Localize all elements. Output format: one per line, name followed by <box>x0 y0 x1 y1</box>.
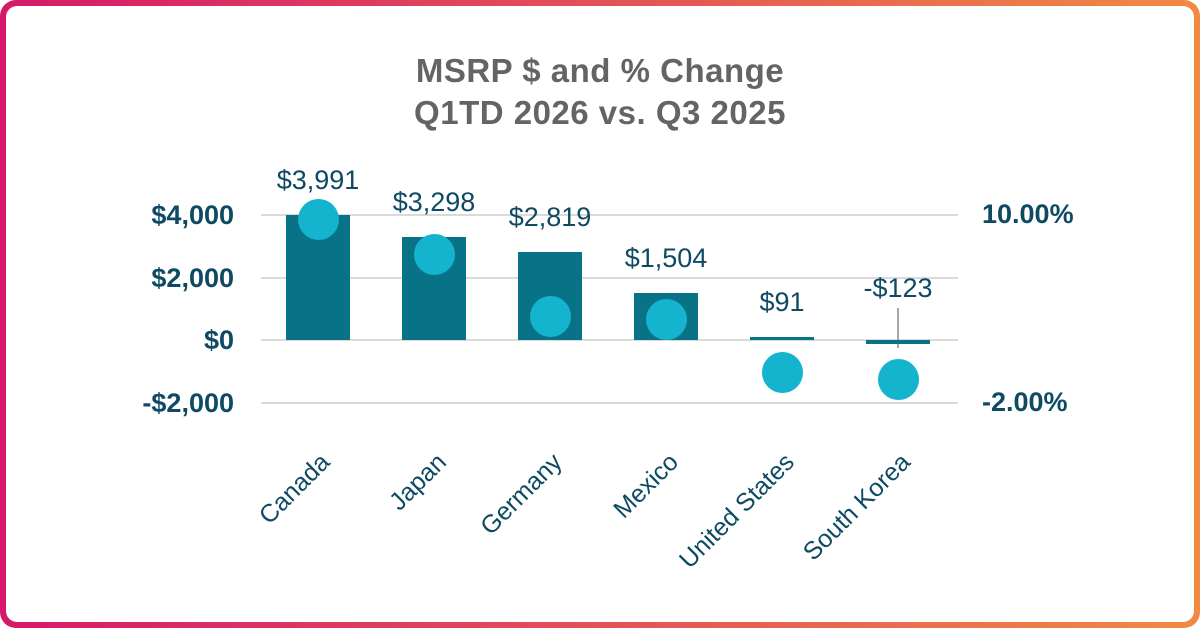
right-axis-tick: -2.00% <box>982 386 1068 417</box>
bar-value-label: $3,991 <box>276 165 360 196</box>
x-axis-label-germany: Germany <box>475 448 568 541</box>
chart-plot-area: $4,000 $2,000 $0 -$2,000 10.00% -2.00% $3,991 C… <box>6 6 1194 622</box>
left-axis-tick: $2,000 <box>151 262 234 293</box>
bar-united-states <box>750 337 814 340</box>
bar-value-label: -$123 <box>863 273 933 303</box>
right-axis-tick: 10.00% <box>982 199 1074 229</box>
dot-south-korea <box>877 358 919 400</box>
chart-title-line1: MSRP $ and % Change <box>415 52 785 89</box>
bar-value-label: $2,819 <box>508 201 592 232</box>
left-axis-tick: -$2,000 <box>142 387 234 418</box>
chart-title: MSRP $ and % Change Q1TD 2026 vs. Q3 202… <box>6 50 1194 134</box>
x-axis-label-canada: Canada <box>254 448 336 530</box>
gridline <box>261 214 958 216</box>
chart-title-line2: Q1TD 2026 vs. Q3 2025 <box>414 94 786 131</box>
x-axis-label-united-states: United States <box>673 448 800 574</box>
dot-canada <box>297 199 339 241</box>
x-axis-label-japan: Japan <box>383 448 452 516</box>
dot-japan <box>413 233 455 275</box>
gridline <box>261 401 958 404</box>
dot-united-states <box>761 352 803 394</box>
left-axis-tick: $4,000 <box>151 200 234 230</box>
gridline <box>261 276 958 279</box>
bar-value-label: $1,504 <box>624 243 708 273</box>
bar-south-korea <box>866 340 930 344</box>
label-leader-line <box>897 308 899 348</box>
bar-value-label: $3,298 <box>392 186 476 217</box>
x-axis-label-south-korea: South Korea <box>797 448 916 567</box>
gridline <box>261 339 958 341</box>
left-axis-tick: $0 <box>203 325 234 355</box>
x-axis-label-mexico: Mexico <box>608 448 684 524</box>
chart-card: MSRP $ and % Change Q1TD 2026 vs. Q3 202… <box>6 6 1194 622</box>
dot-mexico <box>645 299 687 341</box>
bar-value-label: $91 <box>759 287 805 318</box>
dot-germany <box>529 296 571 338</box>
